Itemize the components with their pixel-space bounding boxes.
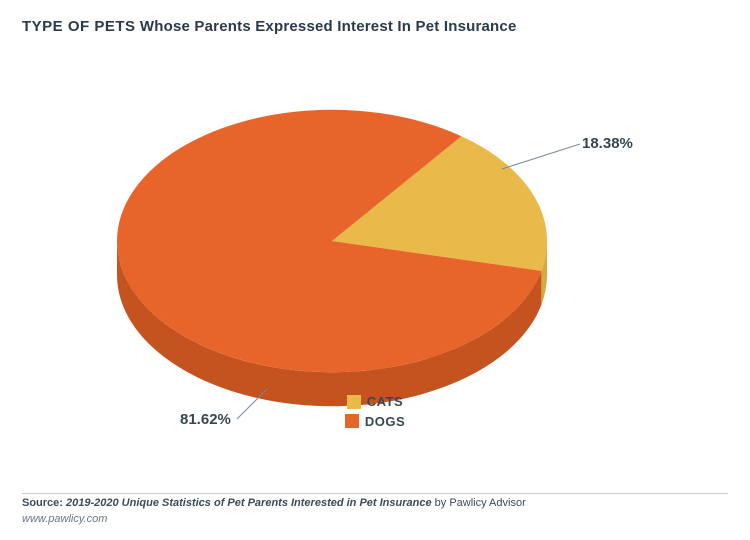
footer-url: www.pawlicy.com <box>22 512 526 528</box>
legend-swatch-cats <box>347 395 361 409</box>
slice-label-cats: 18.38% <box>582 135 633 152</box>
pie-svg <box>22 41 728 441</box>
legend-label-dogs: DOGS <box>365 414 405 429</box>
legend-item-dogs: DOGS <box>345 414 405 429</box>
legend-swatch-dogs <box>345 414 359 428</box>
legend: CATS DOGS <box>22 394 728 433</box>
footer-by: by Pawlicy Advisor <box>432 497 526 509</box>
footer: Source: 2019-2020 Unique Statistics of P… <box>22 496 526 528</box>
legend-label-cats: CATS <box>367 394 403 409</box>
footer-source-prefix: Source: <box>22 497 66 509</box>
footer-divider <box>22 493 728 494</box>
pie-chart: 18.38% 81.62% CATS DOGS <box>22 41 728 441</box>
chart-container: TYPE OF PETS Whose Parents Expressed Int… <box>0 0 750 540</box>
title-rest: Whose Parents Expressed Interest In Pet … <box>136 18 517 35</box>
legend-item-cats: CATS <box>347 394 403 409</box>
chart-title: TYPE OF PETS Whose Parents Expressed Int… <box>22 18 728 35</box>
footer-description: 2019-2020 Unique Statistics of Pet Paren… <box>66 497 432 509</box>
title-lead: TYPE OF PETS <box>22 18 136 35</box>
